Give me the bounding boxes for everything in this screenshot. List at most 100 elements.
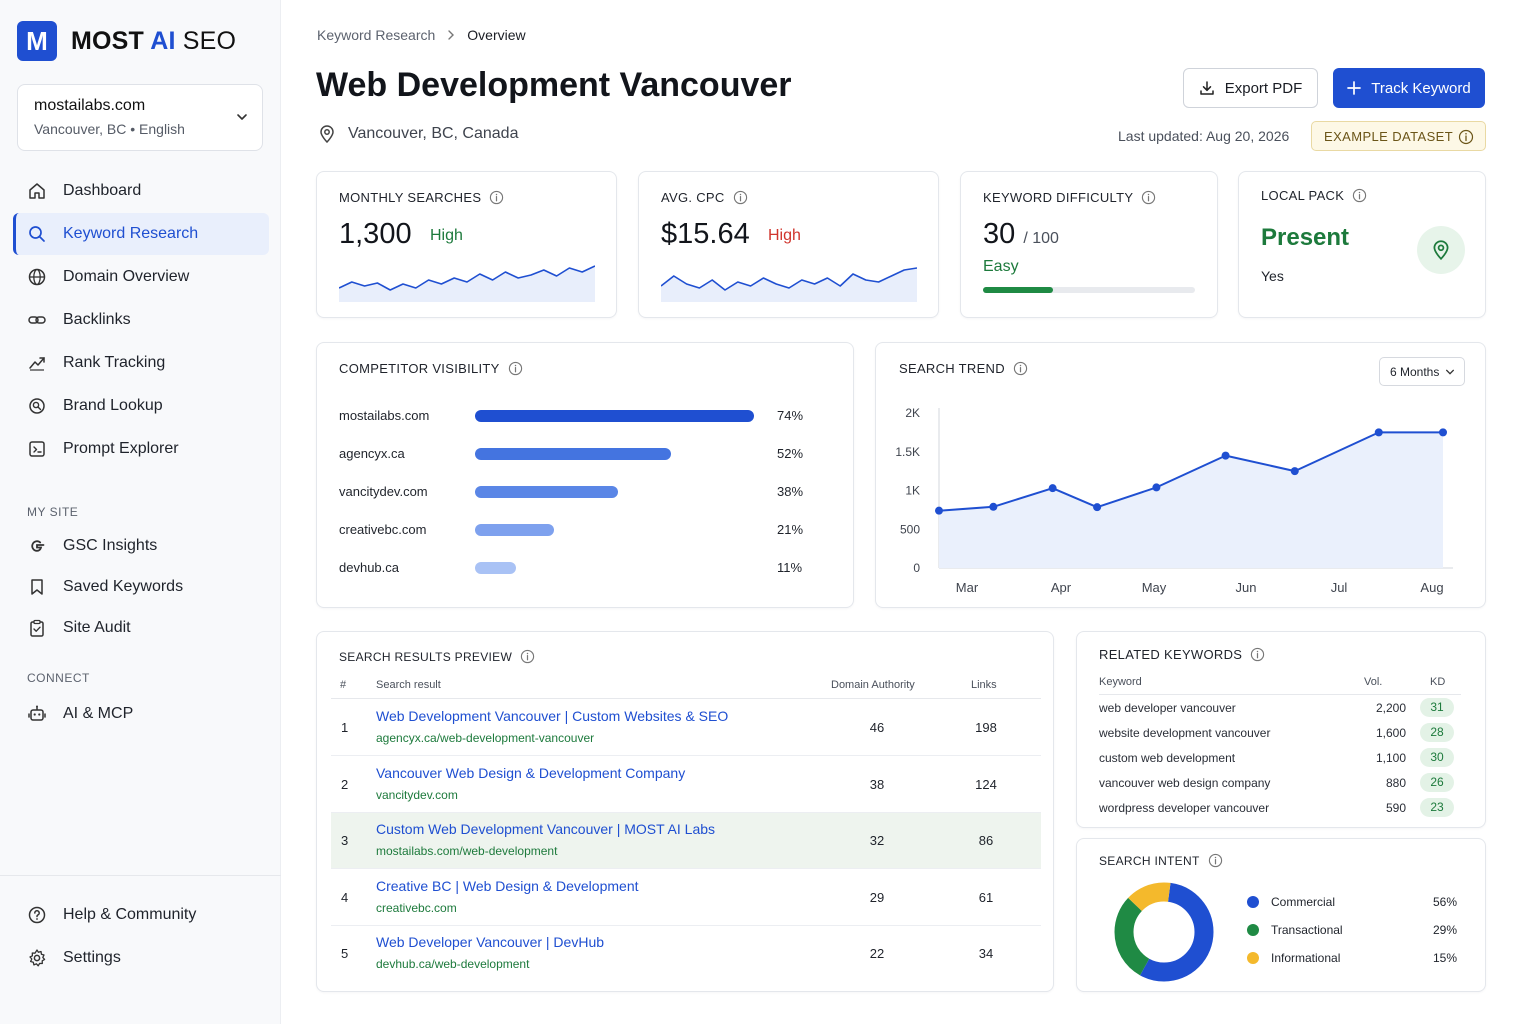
search-intent-card: SEARCH INTENT Commercial 56% Transactional… — [1076, 838, 1486, 992]
trend-point — [1152, 483, 1161, 492]
info-icon[interactable] — [733, 190, 748, 205]
breadcrumb-current: Overview — [467, 27, 526, 43]
nav-item-brand-lookup[interactable]: Brand Lookup — [13, 385, 269, 427]
related-keywords-card: RELATED KEYWORDS Keyword Vol. KD web dev… — [1076, 631, 1486, 828]
site-name: mostailabs.com — [34, 97, 146, 114]
keyword-row[interactable]: website development vancouver 1,600 28 — [1099, 721, 1459, 746]
home-icon — [29, 183, 45, 199]
export-pdf-button[interactable]: Export PDF — [1183, 68, 1318, 108]
card-label: SEARCH TREND — [899, 361, 1028, 376]
result-title-link[interactable]: Web Development Vancouver | Custom Websi… — [376, 708, 729, 724]
keyword-row[interactable]: vancouver web design company 880 26 — [1099, 771, 1459, 796]
intent-percent: 29% — [1432, 923, 1457, 937]
result-title-link[interactable]: Vancouver Web Design & Development Compa… — [376, 764, 686, 781]
logo-text-ai: AI — [150, 26, 176, 55]
monthly-searches-sparkline — [339, 265, 595, 302]
result-url[interactable]: devhub.ca/web-development — [376, 957, 530, 971]
info-icon[interactable] — [1208, 853, 1223, 868]
logo-mark: M — [17, 21, 57, 61]
result-title-link[interactable]: Custom Web Development Vancouver | MOST … — [376, 821, 716, 837]
info-icon[interactable] — [1352, 188, 1367, 203]
example-dataset-badge[interactable]: EXAMPLE DATASET — [1311, 121, 1486, 151]
trend-point — [1290, 467, 1299, 476]
table-row: 4 Creative BC | Web Design & Development c… — [331, 870, 1041, 926]
nav-item-backlinks[interactable]: Backlinks — [13, 299, 269, 341]
keyword-row[interactable]: web developer vancouver 2,200 31 — [1099, 696, 1459, 721]
card-label-text: LOCAL PACK — [1261, 188, 1345, 203]
nav-item-domain-overview[interactable]: Domain Overview — [13, 256, 269, 298]
competitor-domain[interactable]: vancitydev.com — [339, 484, 428, 499]
competitor-domain[interactable]: devhub.ca — [339, 560, 399, 575]
card-label: SEARCH INTENT — [1099, 853, 1223, 868]
chevron-right-icon — [447, 27, 455, 43]
result-links: 124 — [975, 776, 997, 792]
result-rank: 4 — [341, 889, 349, 905]
connect-nav: AI & MCP — [13, 693, 269, 736]
nav-item-keyword-research[interactable]: Keyword Research — [13, 213, 269, 255]
x-tick-label: Mar — [956, 580, 979, 595]
keyword-volume: 1,100 — [1375, 751, 1406, 765]
result-links: 86 — [978, 833, 994, 848]
table-header-divider — [331, 698, 1041, 699]
plus-icon — [1347, 81, 1362, 95]
my-site-nav: GSC Insights Saved Keywords Site Audit — [13, 526, 269, 649]
result-rank: 1 — [341, 720, 349, 735]
nav-item-gsc-insights[interactable]: GSC Insights — [13, 526, 269, 566]
result-rank: 5 — [341, 946, 349, 961]
col-header-volume: Vol. — [1364, 676, 1383, 688]
brand-logo[interactable]: M MOST AI SEO — [17, 21, 236, 61]
info-icon[interactable] — [1250, 647, 1265, 662]
keyword-row[interactable]: custom web development 1,100 30 — [1099, 746, 1459, 771]
result-rank: 3 — [341, 833, 349, 848]
robot-icon — [28, 705, 46, 721]
nav-item-saved-keywords[interactable]: Saved Keywords — [13, 567, 269, 607]
nav-item-dashboard[interactable]: Dashboard — [13, 170, 269, 212]
competitor-domain[interactable]: creativebc.com — [339, 522, 427, 537]
related-keyword: web developer vancouver — [1099, 701, 1236, 715]
result-url[interactable]: creativebc.com — [376, 900, 457, 915]
info-icon[interactable] — [1141, 190, 1156, 205]
breadcrumb-parent[interactable]: Keyword Research — [317, 27, 436, 43]
brand-search-icon — [29, 398, 45, 414]
competitor-domain[interactable]: mostailabs.com — [339, 408, 430, 423]
result-url[interactable]: mostailabs.com/web-development — [376, 844, 558, 858]
donut-segment — [1114, 882, 1214, 982]
track-keyword-button[interactable]: Track Keyword — [1333, 68, 1485, 108]
table-row: 2 Vancouver Web Design & Development Comp… — [331, 757, 1041, 813]
nav-item-settings[interactable]: Settings — [13, 937, 269, 979]
time-range-select[interactable]: 6 Months — [1379, 357, 1465, 386]
y-tick-label: 500 — [900, 522, 920, 536]
donut-segment — [1114, 882, 1214, 982]
site-selector[interactable]: mostailabs.com Vancouver, BC • English — [17, 84, 263, 151]
result-url[interactable]: vancitydev.com — [376, 787, 458, 802]
competitor-row: devhub.ca 11% — [339, 558, 819, 578]
avg-cpc-card: AVG. CPC $15.64 High — [638, 171, 939, 318]
info-icon[interactable] — [508, 361, 523, 376]
section-heading-my-site: MY SITE — [27, 505, 79, 519]
card-label-text: SEARCH RESULTS PREVIEW — [339, 649, 513, 664]
result-url[interactable]: agencyx.ca/web-development-vancouver — [376, 731, 595, 745]
info-icon[interactable] — [489, 190, 504, 205]
card-label-text: AVG. CPC — [661, 190, 725, 205]
nav-item-prompt-explorer[interactable]: Prompt Explorer — [13, 428, 269, 470]
logo-text: MOST AI SEO — [71, 27, 236, 56]
map-pin-icon — [320, 125, 334, 144]
competitor-visibility-card: COMPETITOR VISIBILITY mostailabs.com 74% a… — [316, 342, 854, 608]
result-title-link[interactable]: Web Developer Vancouver | DevHub — [376, 934, 605, 950]
keyword-row[interactable]: wordpress developer vancouver 590 23 — [1099, 796, 1459, 821]
competitor-domain[interactable]: agencyx.ca — [339, 446, 405, 461]
trend-point — [1439, 428, 1447, 437]
nav-item-site-audit[interactable]: Site Audit — [13, 608, 269, 648]
nav-label: Brand Lookup — [63, 397, 163, 414]
info-icon[interactable] — [1013, 361, 1028, 376]
sparkline-area — [339, 266, 595, 302]
keyword-volume: 880 — [1385, 776, 1406, 790]
result-title-link[interactable]: Creative BC | Web Design & Development — [376, 877, 639, 894]
keyword-volume: 1,600 — [1375, 726, 1406, 740]
info-icon[interactable] — [520, 649, 535, 664]
help-circle-icon — [28, 906, 46, 924]
nav-item-rank-tracking[interactable]: Rank Tracking — [13, 342, 269, 384]
trend-point — [1374, 428, 1383, 437]
nav-item-ai-mcp[interactable]: AI & MCP — [13, 693, 269, 735]
nav-item-help-community[interactable]: Help & Community — [13, 894, 269, 936]
